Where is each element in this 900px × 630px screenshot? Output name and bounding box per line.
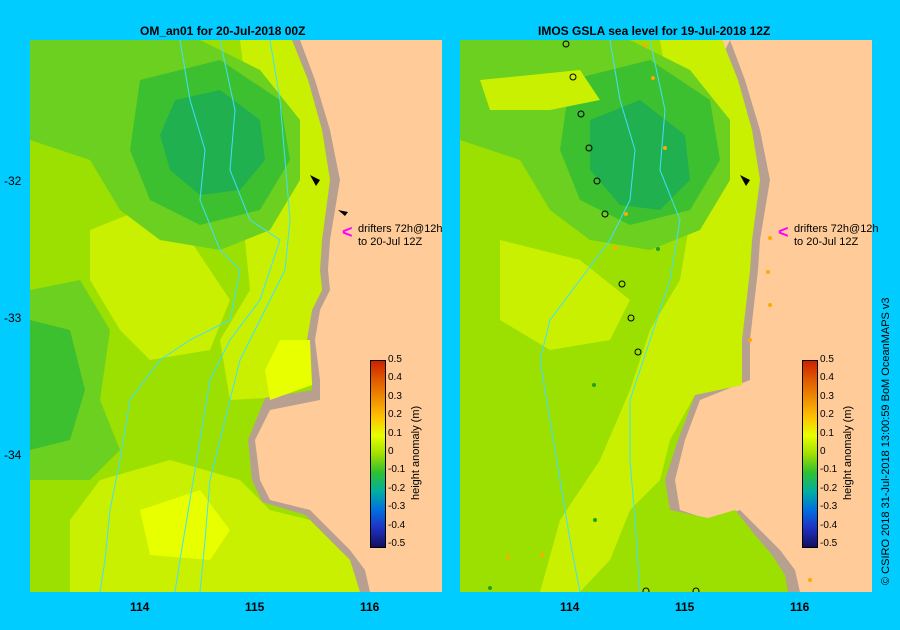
left-map	[30, 40, 442, 592]
colorbar-tick-label: -0.2	[388, 482, 406, 494]
y-tick-label: -34	[4, 448, 22, 462]
colorbar-tick-label: 0.2	[388, 409, 402, 421]
colorbar-tick-label: -0.1	[820, 464, 838, 476]
y-tick-label: -33	[4, 311, 22, 325]
colorbar-tick-label: 0.2	[820, 409, 834, 421]
x-tick-label: 114	[560, 600, 580, 614]
drifter-label: drifters 72h@12h	[794, 223, 879, 235]
drifter-arrow-icon: <	[778, 222, 789, 242]
colorbar-tick-label: 0.4	[388, 372, 402, 384]
x-tick-label: 116	[790, 600, 810, 614]
drifter-arrow-icon: <	[342, 222, 353, 242]
colorbar-tick-label: 0.3	[820, 390, 834, 402]
credit-text: © CSIRO 2018 31-Jul-2018 13:00:59 BoM Oc…	[880, 297, 892, 585]
colorbar-tick-label: -0.1	[388, 464, 406, 476]
colorbar-tick-label: -0.2	[820, 482, 838, 494]
x-tick-label: 115	[245, 600, 265, 614]
colorbar-tick-label: 0	[820, 446, 826, 457]
colorbar-tick-label: 0.1	[820, 427, 834, 439]
colorbar-label: height anomaly (m)	[842, 405, 854, 500]
colorbar-tick-label: 0.3	[388, 390, 402, 402]
x-tick-label: 116	[360, 600, 380, 614]
left-panel-title: OM_an01 for 20-Jul-2018 00Z	[140, 24, 306, 38]
colorbar-tick-label: -0.3	[388, 501, 406, 513]
colorbar-tick-label: 0	[388, 446, 394, 457]
x-tick-label: 114	[130, 600, 150, 614]
colorbar-tick-label: -0.5	[820, 538, 838, 549]
colorbar-tick-label: 0.5	[388, 354, 402, 365]
drifter-label: to 20-Jul 12Z	[794, 236, 859, 248]
colorbar-tick-label: -0.4	[820, 519, 838, 531]
colorbar-tick-label: -0.5	[388, 538, 406, 549]
colorbar-tick-label: 0.1	[388, 427, 402, 439]
drifter-label: to 20-Jul 12Z	[358, 236, 423, 248]
colorbar-label: height anomaly (m)	[410, 405, 422, 500]
right-colorbar	[802, 360, 818, 548]
right-panel-title: IMOS GSLA sea level for 19-Jul-2018 12Z	[538, 24, 771, 38]
drifter-label: drifters 72h@12h	[358, 223, 443, 235]
colorbar-tick-label: 0.4	[820, 372, 834, 384]
colorbar-tick-label: 0.5	[820, 354, 834, 365]
colorbar-tick-label: -0.4	[388, 519, 406, 531]
y-tick-label: -32	[4, 174, 22, 188]
colorbar-tick-label: -0.3	[820, 501, 838, 513]
x-tick-label: 115	[675, 600, 695, 614]
left-colorbar	[370, 360, 386, 548]
